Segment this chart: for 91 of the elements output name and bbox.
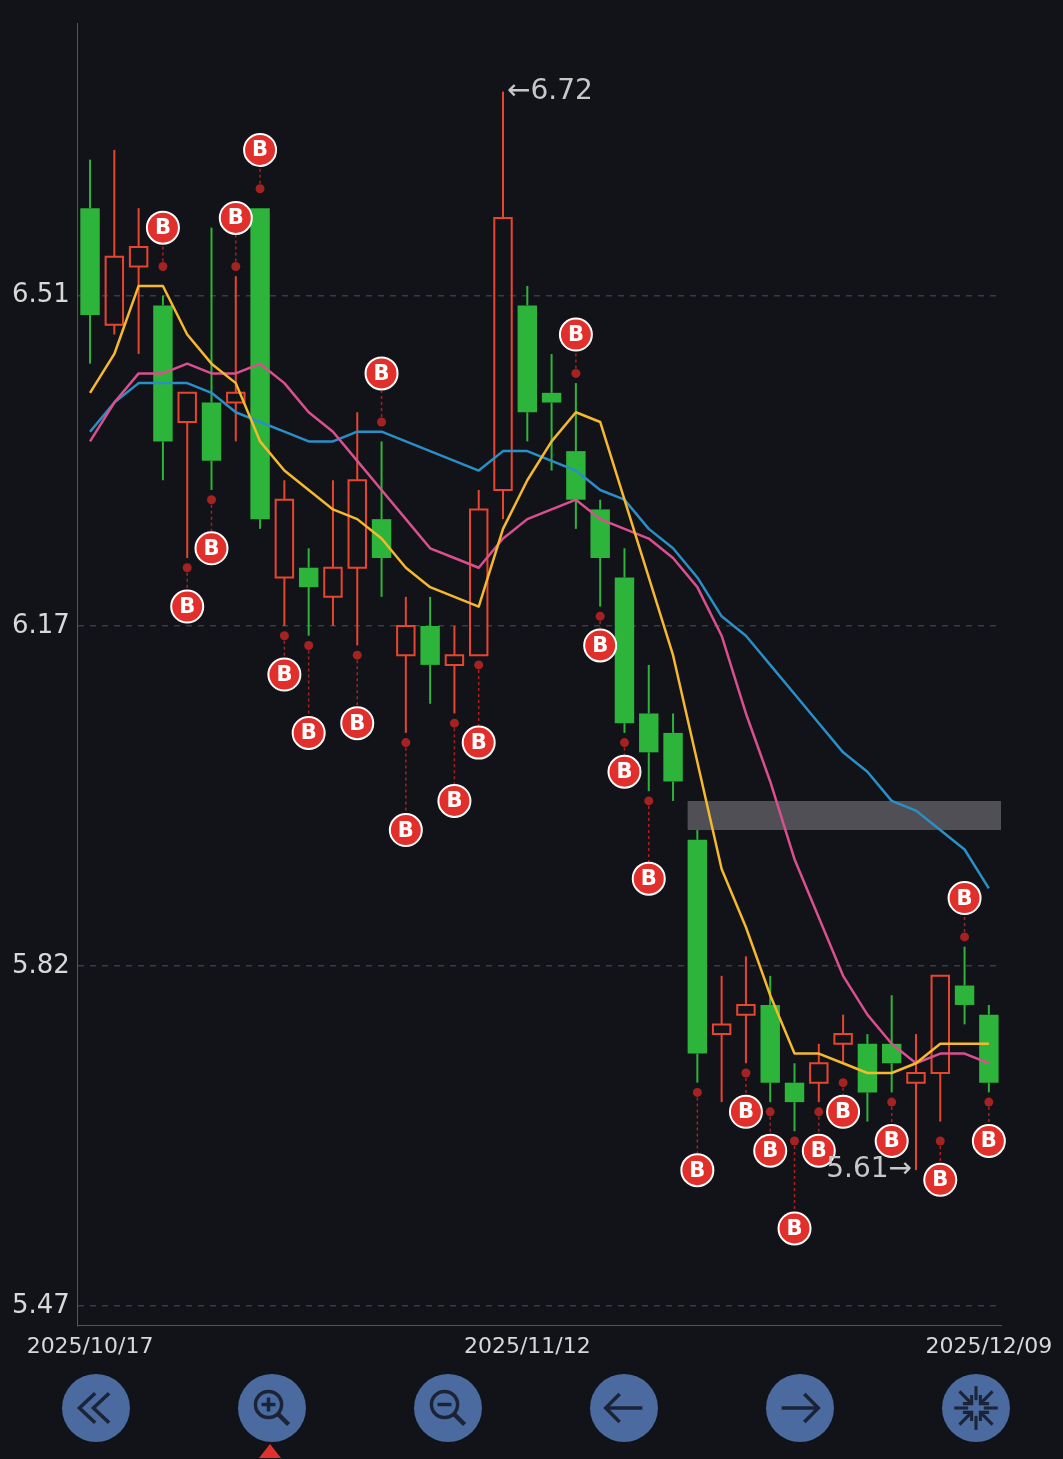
point [377,417,387,427]
point [619,738,629,748]
point [935,1136,945,1146]
text: B [689,1157,706,1182]
candlestick [857,1033,878,1123]
candlestick [954,945,975,1026]
text: B [640,866,657,891]
text: B [956,885,973,910]
candlestick [104,148,125,336]
candlestick [420,595,440,705]
y-tick-label: 6.51 [12,278,70,309]
candlestick [639,663,659,793]
point [814,1107,824,1117]
text: B [154,215,171,240]
text: B [932,1167,949,1192]
candlestick [833,1013,853,1065]
point [741,1068,751,1078]
point [887,1097,897,1107]
candlestick [298,547,319,637]
text: B [397,817,414,842]
candlestick [614,547,635,734]
text: B [203,535,220,560]
candlestick [347,411,367,647]
text: B [446,788,463,813]
text: B [737,1099,754,1124]
candlestick [760,974,780,1104]
point [207,495,216,505]
point [838,1078,848,1088]
point [765,1107,775,1117]
candlestick [396,595,416,734]
x-tick-label: 2025/12/09 [925,1332,1053,1358]
point [231,262,241,272]
x-tick-label: 2025/11/12 [463,1332,591,1358]
point [182,563,192,573]
text: B [349,710,366,735]
text: B [252,137,269,162]
y-tick-label: 5.47 [12,1288,70,1319]
text: B [567,321,584,346]
series-label: B [300,720,317,745]
point [960,932,970,942]
candlestick [274,479,295,628]
candlestick [590,498,610,608]
candlestick [784,1062,805,1133]
point [304,640,314,650]
point [595,611,605,621]
text: B [883,1128,900,1153]
candlestick [541,352,562,472]
y-tick-label: 6.17 [12,608,70,639]
point [984,1097,994,1107]
text: B [179,594,196,619]
candlestick [979,1003,999,1094]
candlestick [128,207,149,355]
point [158,262,168,272]
point [255,184,265,194]
point [279,631,289,641]
text: B [762,1138,779,1163]
text: B [227,205,244,230]
point [571,368,581,378]
candlestick [80,158,100,365]
candlestick [663,712,683,802]
text: B [810,1138,827,1163]
candlestick [517,284,538,443]
annotation: ←6.72 [507,72,593,106]
point [401,738,411,748]
point [474,660,484,670]
candlestick [153,294,173,482]
x-tick-label: 2025/10/17 [26,1332,154,1358]
text: B [980,1128,997,1153]
candlestick [736,955,756,1065]
candlestick [809,1042,829,1104]
point [790,1136,800,1146]
candlestick [201,226,222,491]
y-tick-label: 5.82 [12,948,70,979]
candlestick [323,479,343,628]
candlestick [444,625,465,715]
point [352,650,362,660]
text: B [470,730,487,755]
text: B [373,360,390,385]
text: B [616,759,633,784]
candlestick [687,829,708,1084]
point [692,1087,702,1097]
candlestick [566,382,586,530]
point [449,718,459,728]
text: B [276,662,293,687]
candlestick [711,974,732,1104]
text: B [786,1215,803,1240]
candlestick [226,275,246,443]
point [644,796,654,806]
text: B [835,1099,852,1124]
annotation: 5.61→ [826,1151,912,1185]
text: B [592,632,609,657]
